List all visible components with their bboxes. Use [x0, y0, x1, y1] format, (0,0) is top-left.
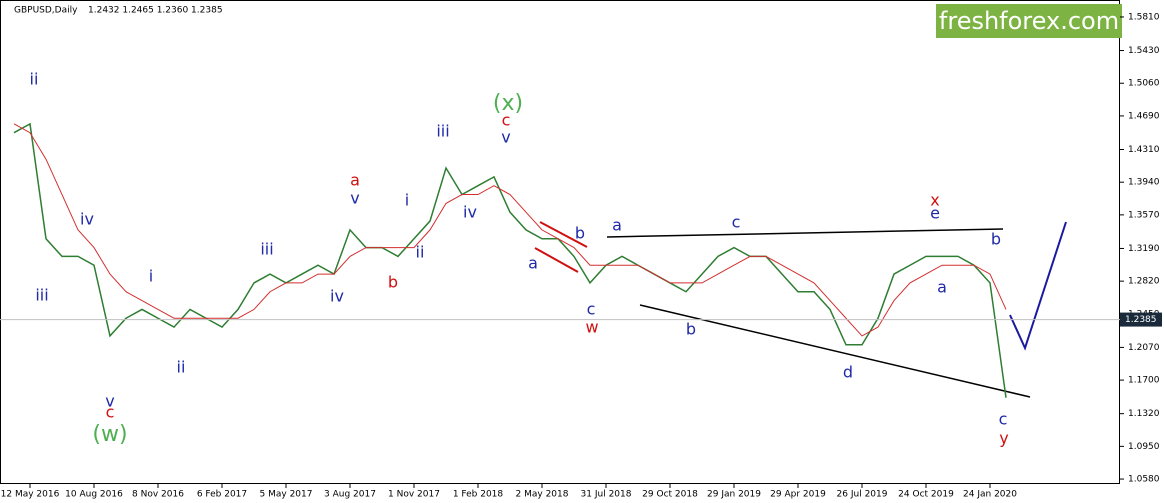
- triangle-top: [606, 228, 1004, 238]
- wave-label: iii: [436, 122, 449, 141]
- projection: [1009, 221, 1067, 351]
- wave-label: ii: [177, 358, 186, 377]
- logo: freshforex.com: [939, 7, 1119, 35]
- x-tick-label: 24 Oct 2019: [898, 490, 954, 500]
- y-tick-label: 1.4310: [1128, 145, 1160, 155]
- x-tick-label: 2 May 2018: [516, 490, 569, 500]
- wave-label: d: [843, 363, 853, 382]
- y-tick-label: 1.4690: [1128, 111, 1160, 121]
- y-tick-label: 1.3570: [1128, 210, 1160, 220]
- chart-title: GBPUSD,Daily: [14, 6, 78, 16]
- x-tick-label: 26 Jul 2019: [837, 490, 888, 500]
- wave-label: b: [388, 273, 398, 292]
- x-tick-label: 29 Apr 2019: [770, 490, 826, 500]
- logo-box: [936, 4, 1122, 38]
- wave-label: iv: [330, 287, 344, 306]
- chart-subtitle: 1.2432 1.2465 1.2360 1.2385: [88, 6, 223, 16]
- last-price-box: [1120, 312, 1162, 327]
- x-tick-label: 29 Oct 2018: [642, 490, 698, 500]
- x-tick-label: 10 Aug 2016: [65, 490, 123, 500]
- x-tick-label: 8 Nov 2016: [132, 490, 184, 500]
- y-tick-label: 1.1700: [1128, 376, 1160, 386]
- last-price-label: 1.2385: [1125, 315, 1157, 325]
- wave-label: a: [528, 254, 538, 273]
- x-tick-label: 29 Jan 2019: [707, 490, 761, 500]
- wave-label: a: [350, 171, 360, 190]
- y-tick-label: 1.5810: [1128, 12, 1160, 22]
- wave-label: i: [405, 191, 409, 210]
- triangle-bottom: [639, 304, 1031, 398]
- wave-label: ii: [416, 243, 425, 262]
- wave-label: y: [999, 429, 1008, 448]
- wave-label: b: [686, 320, 696, 339]
- price-line: [13, 122, 1007, 398]
- plot-frame: [0, 0, 1120, 484]
- wave-label: c: [999, 410, 1008, 429]
- x-tick-label: 12 May 2016: [1, 490, 60, 500]
- y-tick-label: 1.3190: [1128, 244, 1160, 254]
- x-tick-label: 24 Jan 2020: [963, 490, 1017, 500]
- x-tick-label: 1 Feb 2018: [453, 490, 504, 500]
- wave-label: iii: [260, 240, 273, 259]
- wave-label: c: [502, 111, 511, 130]
- y-tick-label: 1.2820: [1128, 277, 1160, 287]
- wave-label: a: [937, 278, 947, 297]
- y-tick-label: 1.0580: [1128, 475, 1160, 485]
- y-tick-label: 1.2070: [1128, 343, 1160, 353]
- wave-label: b: [991, 230, 1001, 249]
- y-tick-label: 1.0950: [1128, 442, 1160, 452]
- wave-label: iv: [463, 203, 477, 222]
- wave-label: a: [612, 216, 622, 235]
- wave-label: ii: [30, 70, 39, 89]
- wave-label: x: [930, 191, 939, 210]
- channel-line: [539, 221, 588, 248]
- y-tick-label: 1.5430: [1128, 46, 1160, 56]
- wave-label: (w): [92, 422, 127, 447]
- x-tick-label: 31 Jul 2018: [581, 490, 632, 500]
- wave-label: (x): [493, 91, 523, 116]
- x-tick-label: 1 Nov 2017: [388, 490, 440, 500]
- wave-label: v: [350, 189, 359, 208]
- wave-label: v: [105, 392, 114, 411]
- x-tick-label: 3 Aug 2017: [324, 490, 376, 500]
- wave-label: i: [149, 267, 153, 286]
- wave-label: c: [587, 300, 596, 319]
- wave-label: b: [575, 224, 585, 243]
- y-tick-label: 1.5060: [1128, 79, 1160, 89]
- x-tick-label: 6 Feb 2017: [197, 490, 247, 500]
- wave-label: c: [732, 213, 741, 232]
- y-tick-label: 1.3940: [1128, 178, 1160, 188]
- wave-label: w: [585, 318, 598, 337]
- wave-label: v: [501, 128, 510, 147]
- x-tick-label: 5 May 2017: [260, 490, 313, 500]
- wave-label: c: [106, 403, 115, 422]
- channel-line: [534, 247, 579, 273]
- wave-label: iii: [35, 286, 48, 305]
- price-line: [13, 123, 1007, 337]
- wave-label: iv: [80, 210, 94, 229]
- y-tick-label: 1.1320: [1128, 409, 1160, 419]
- wave-label: e: [930, 204, 940, 223]
